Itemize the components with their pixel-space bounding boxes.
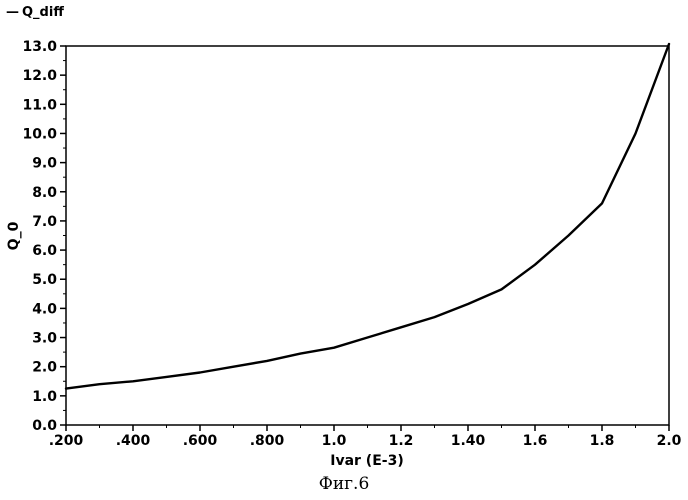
x-tick-label: 1.8 <box>590 433 615 449</box>
y-tick-label: 2.0 <box>32 360 57 376</box>
x-tick-label: 1.2 <box>389 433 414 449</box>
y-tick-label: 6.0 <box>32 243 57 259</box>
legend: — Q_diff <box>6 5 64 20</box>
y-tick-label: 1.0 <box>32 389 57 405</box>
y-tick-label: 7.0 <box>32 214 57 230</box>
x-tick-label: .600 <box>183 433 218 449</box>
y-axis-title: Q_0 <box>6 221 22 250</box>
y-tick-label: 10.0 <box>22 126 57 142</box>
line-chart: — Q_diff .200 .400 .600 .800 1.0 1.2 1.40 1.6 1.… <box>0 0 688 470</box>
y-axis: 0.0 1.0 2.0 3.0 4.0 5.0 6.0 7.0 8.0 9.0 10.0 11.0 12… <box>22 39 66 434</box>
y-tick-label: 9.0 <box>32 156 57 172</box>
x-tick-label: 2.0 <box>657 433 682 449</box>
y-tick-label: 3.0 <box>32 331 57 347</box>
x-axis: .200 .400 .600 .800 1.0 1.2 1.40 1.6 1.8 2.0 <box>49 425 682 449</box>
x-tick-label: .800 <box>250 433 285 449</box>
y-tick-label: 13.0 <box>22 39 57 55</box>
plot-frame <box>66 46 669 425</box>
x-tick-label: 1.6 <box>523 433 548 449</box>
y-tick-label: 11.0 <box>22 97 57 113</box>
x-tick-label: 1.40 <box>451 433 486 449</box>
y-tick-label: 4.0 <box>32 301 57 317</box>
x-tick-label: .200 <box>49 433 84 449</box>
y-tick-label: 12.0 <box>22 68 57 84</box>
x-tick-label: .400 <box>116 433 151 449</box>
legend-marker: — <box>6 5 19 20</box>
series-layer <box>66 44 669 389</box>
y-tick-label: 5.0 <box>32 272 57 288</box>
y-tick-label: 8.0 <box>32 185 57 201</box>
x-axis-title: Ivar (E-3) <box>330 453 403 469</box>
legend-label: Q_diff <box>22 5 64 20</box>
x-tick-label: 1.0 <box>322 433 347 449</box>
y-tick-label: 0.0 <box>32 418 57 434</box>
series-line-q-diff <box>66 44 669 389</box>
figure-caption: Фиг.6 <box>0 474 688 494</box>
